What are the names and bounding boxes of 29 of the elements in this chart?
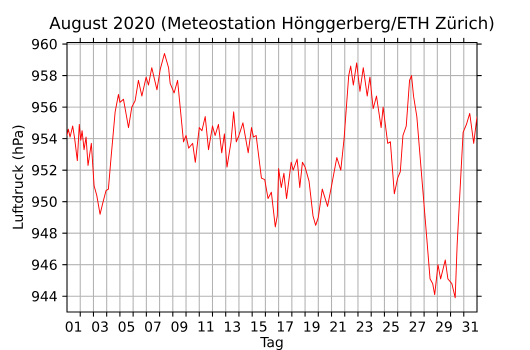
x-tick-label: 21: [330, 321, 346, 332]
chart-title: August 2020 (Meteostation Hönggerberg/ETH Zürich): [49, 16, 494, 32]
line-series: [67, 53, 478, 298]
y-tick-label: 954: [32, 133, 57, 144]
y-tick-label: 956: [32, 102, 57, 112]
y-tick-label: 960: [32, 38, 57, 50]
x-tick-label: 15: [251, 321, 266, 332]
x-tick-label: 07: [145, 321, 161, 332]
x-tick-label: 27: [410, 321, 426, 332]
x-tick-label: 01: [66, 321, 82, 332]
x-tick-label: 03: [92, 321, 108, 332]
x-tick-label: 19: [304, 321, 320, 332]
y-tick-label: 948: [32, 228, 57, 238]
x-tick-label: 13: [225, 321, 240, 332]
x-tick-label: 05: [118, 321, 134, 332]
x-axis-title: Tag: [260, 337, 282, 350]
y-tick-label: 958: [32, 70, 57, 81]
y-axis-title: Luftdruck (hPa): [12, 126, 25, 229]
x-tick-label: 09: [172, 321, 188, 332]
x-tick-label: 31: [462, 321, 478, 332]
x-tick-label: 29: [436, 321, 452, 332]
x-tick-label: 25: [383, 321, 399, 332]
x-tick-label: 11: [198, 321, 214, 332]
y-tick-label: 946: [32, 259, 57, 270]
y-tick-label: 944: [32, 291, 57, 302]
x-tick-label: 23: [356, 321, 372, 332]
y-tick-label: 950: [32, 196, 57, 207]
x-tick-label: 17: [278, 321, 293, 332]
y-tick-label: 952: [32, 164, 56, 176]
